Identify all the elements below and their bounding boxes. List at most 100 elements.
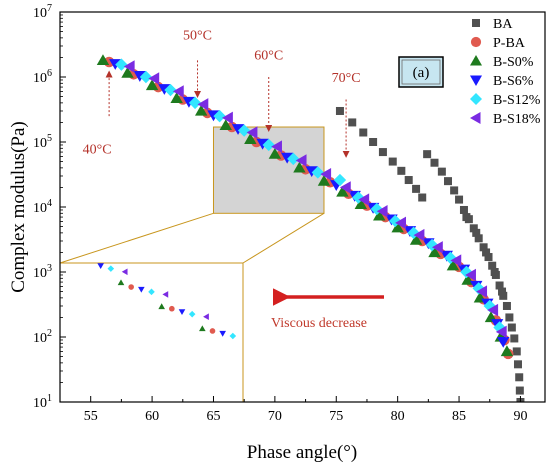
point-b-s18--3 [197, 98, 209, 111]
inset-point-p-ba-8 [209, 328, 216, 334]
point-b-s6--20 [497, 336, 510, 348]
temp-label-3: 70°C [332, 71, 361, 86]
point-b-s18--15 [450, 254, 462, 267]
point-b-s6--7 [280, 152, 294, 164]
x-tick-label-60: 60 [145, 409, 159, 424]
point-ba-2 [359, 128, 368, 137]
point-b-s18--12 [395, 216, 406, 230]
point-b-s18--6 [271, 140, 282, 153]
point-b-s18--11 [376, 205, 388, 218]
point-b-s12--5 [237, 124, 251, 137]
legend-label-3: B-S6% [493, 74, 534, 89]
point-ba-10 [423, 150, 432, 159]
point-b-s0--1 [121, 66, 134, 78]
point-b-s0--0 [96, 54, 110, 66]
y-axis: 101 102 103 104 105 106 107 [33, 3, 66, 411]
inset-point-b-s18--6 [162, 291, 169, 298]
legend-label-1: P-BA [493, 36, 526, 51]
point-b-s18--17 [476, 285, 488, 298]
y-tick-label-4: 104 [33, 198, 52, 216]
y-axis-title: Complex modulus(Pa) [8, 121, 29, 293]
point-ba-7 [404, 176, 413, 185]
inset-point-b-s6--8 [219, 330, 226, 337]
point-b-s18--5 [246, 126, 258, 139]
point-ba-39 [498, 287, 507, 296]
legend-label-4: B-S12% [493, 93, 541, 108]
legend: BA P-BA B-S0% B-S6% B-S12% B-S18% [470, 17, 541, 127]
point-b-s0--13 [391, 221, 404, 233]
point-ba-18 [469, 224, 478, 233]
point-ba-27 [505, 313, 514, 322]
inset-point-b-s12--6 [148, 288, 155, 296]
point-b-s0--6 [244, 133, 257, 144]
inset-point-b-s12--8 [229, 332, 237, 340]
point-ba-21 [484, 253, 493, 262]
temperature-annotations: 40°C 50°C 60°C 70°C [83, 29, 361, 158]
point-ba-3 [369, 138, 378, 146]
y-tick-label-3: 103 [33, 263, 52, 281]
y-tick-label-7: 107 [33, 3, 52, 21]
point-ba-26 [502, 301, 511, 310]
inset-point-b-s0--8 [199, 325, 206, 332]
point-b-s0--10 [336, 185, 349, 197]
point-b-s12--9 [333, 173, 347, 187]
inset-point-b-s6--5 [97, 263, 104, 270]
x-tick-label-70: 70 [268, 409, 282, 424]
y-tick-label-5: 105 [33, 133, 52, 151]
point-ba-36 [472, 228, 481, 237]
point-b-s18--0 [123, 60, 135, 73]
point-ba-31 [513, 360, 522, 369]
point-b-s12--8 [311, 166, 325, 179]
point-b-s0--9 [317, 174, 331, 186]
x-tick-label-65: 65 [206, 409, 220, 424]
point-ba-9 [418, 193, 427, 202]
point-ba-38 [490, 268, 499, 276]
x-tick-label-90: 90 [513, 409, 527, 424]
point-ba-5 [388, 157, 397, 166]
legend-marker-2 [470, 55, 482, 66]
point-b-s6--2 [158, 84, 171, 95]
panel-label: (a) [413, 65, 430, 81]
inset-point-b-s0--6 [117, 279, 125, 286]
point-b-s6--6 [256, 138, 269, 150]
point-ba-11 [430, 158, 439, 167]
point-b-s12--4 [213, 109, 226, 123]
point-b-s18--2 [172, 85, 184, 98]
point-ba-30 [512, 347, 521, 356]
point-b-s12--6 [262, 138, 275, 152]
inset-point-b-s18--5 [121, 268, 128, 276]
point-b-s6--1 [133, 70, 147, 82]
legend-label-2: B-S0% [493, 55, 534, 70]
inset-point-b-s12--5 [107, 265, 115, 272]
legend-label-5: B-S18% [493, 112, 541, 127]
point-b-s18--14 [431, 241, 443, 254]
x-axis: 55 60 65 70 75 80 85 90 [59, 396, 527, 424]
point-b-s18--13 [413, 228, 425, 242]
point-ba-29 [510, 334, 519, 343]
data-marks [96, 54, 525, 402]
point-ba-14 [450, 186, 459, 195]
inset-point-b-s18--7 [203, 313, 209, 321]
viscous-note: Viscous decrease [271, 288, 384, 331]
point-b-s0--5 [219, 119, 232, 131]
point-b-s0--2 [145, 79, 159, 91]
x-tick-label-55: 55 [84, 409, 98, 424]
point-b-s12--3 [188, 96, 202, 110]
x-axis-title: Phase angle(°) [247, 442, 357, 463]
y-tick-label-2: 102 [33, 328, 52, 346]
inset-point-b-s6--6 [138, 286, 145, 293]
point-ba-35 [462, 213, 471, 222]
point-b-s12--0 [115, 58, 128, 71]
point-ba-32 [515, 373, 524, 382]
point-b-s6--3 [182, 96, 196, 108]
point-b-s0--11 [354, 198, 368, 209]
point-ba-6 [397, 166, 406, 175]
point-b-s0--21 [500, 345, 514, 357]
point-b-s18--7 [295, 154, 307, 167]
legend-marker-5 [470, 112, 481, 124]
temp-label-1: 50°C [183, 29, 212, 44]
point-b-s0--7 [268, 147, 282, 159]
point-ba-33 [515, 386, 524, 395]
point-ba-24 [495, 281, 504, 290]
